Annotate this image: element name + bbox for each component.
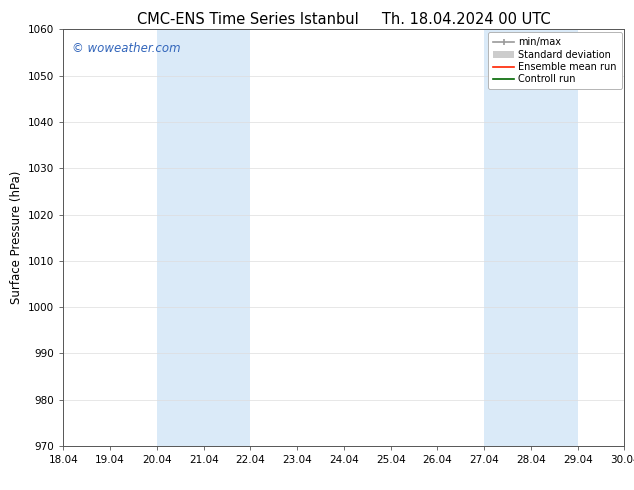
Y-axis label: Surface Pressure (hPa): Surface Pressure (hPa) bbox=[10, 171, 23, 304]
Bar bbox=[484, 29, 578, 446]
Title: CMC-ENS Time Series Istanbul     Th. 18.04.2024 00 UTC: CMC-ENS Time Series Istanbul Th. 18.04.2… bbox=[137, 12, 551, 27]
Bar bbox=[157, 29, 250, 446]
Text: © woweather.com: © woweather.com bbox=[72, 42, 181, 55]
Legend: min/max, Standard deviation, Ensemble mean run, Controll run: min/max, Standard deviation, Ensemble me… bbox=[488, 32, 621, 89]
